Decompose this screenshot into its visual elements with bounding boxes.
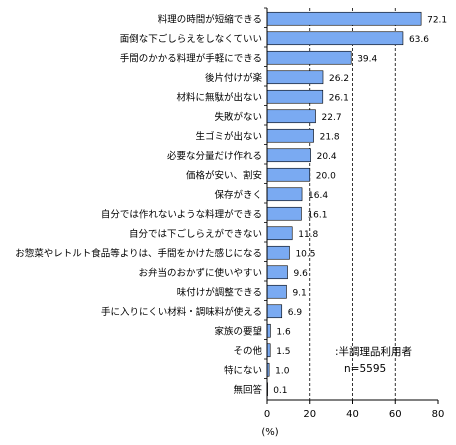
category-label-19: 無回答	[233, 384, 262, 396]
category-label-16: 家族の要望	[214, 325, 262, 337]
bar-10	[266, 206, 302, 221]
value-label-7: 20.4	[317, 152, 337, 162]
category-label-8: 価格が安い、割安	[186, 169, 262, 181]
category-label-1: 面倒な下ごしらえをしなくていい	[120, 33, 262, 45]
category-label-17: その他	[233, 345, 262, 357]
note-line-1: :半調理品利用者	[335, 345, 412, 358]
value-label-19: 0.1	[273, 386, 287, 396]
value-label-3: 26.2	[329, 74, 349, 84]
bar-2	[266, 50, 352, 65]
value-label-18: 1.0	[275, 366, 290, 376]
note-line-2: n=5595	[344, 363, 386, 375]
category-label-11: 自分では下ごしらえができない	[129, 228, 262, 240]
x-tick-label-0: 0	[264, 409, 270, 420]
value-labels: 72.1 63.6 39.4 26.2 26.1 22.7 21.8 20.4 20.0 16.4…	[273, 15, 447, 396]
value-label-9: 16.4	[308, 191, 328, 201]
value-label-1: 63.6	[409, 35, 429, 45]
category-label-4: 材料に無駄が出ない	[176, 91, 262, 103]
category-labels: 料理の時間が短縮できる面倒な下ごしらえをしなくていい手間のかかる料理が手軽にでき…	[15, 13, 262, 396]
category-label-5: 失敗がない	[214, 111, 262, 123]
value-label-8: 20.0	[316, 171, 336, 181]
value-label-0: 72.1	[427, 15, 447, 25]
value-label-15: 6.9	[288, 308, 303, 318]
category-label-9: 保存がきく	[214, 189, 262, 201]
category-label-10: 自分では作れないような料理ができる	[101, 208, 262, 220]
bar-9	[266, 187, 303, 202]
bar-15	[266, 304, 283, 319]
x-axis	[264, 7, 439, 404]
bar-5	[266, 109, 316, 124]
bar-11	[266, 226, 293, 241]
value-label-12: 10.5	[295, 249, 315, 259]
value-label-6: 21.8	[320, 132, 340, 142]
x-tick-label-20: 20	[303, 409, 316, 420]
category-label-14: 味付けが調整できる	[177, 286, 262, 298]
bar-16	[266, 323, 271, 338]
value-label-13: 9.6	[294, 269, 309, 279]
bar-0	[266, 11, 422, 26]
sample-note: :半調理品利用者 n=5595	[335, 345, 412, 375]
category-label-7: 必要な分量だけ作れる	[167, 150, 262, 162]
value-label-14: 9.1	[292, 288, 306, 298]
value-label-11: 11.8	[298, 230, 318, 240]
bar-13	[266, 265, 288, 280]
category-label-0: 料理の時間が短縮できる	[158, 13, 262, 25]
category-label-12: お惣菜やレトルト食品等よりは、手間をかけた感じになる	[15, 247, 262, 259]
category-label-2: 手間のかかる料理が手軽にできる	[120, 52, 262, 64]
x-tick-label-40: 40	[346, 409, 359, 420]
grid-lines	[309, 8, 396, 400]
bar-3	[266, 70, 324, 85]
x-tick-label-60: 60	[389, 409, 402, 420]
value-label-4: 26.1	[329, 93, 349, 103]
bars	[266, 11, 422, 397]
x-tick-labels: 0 20 40 60 80	[264, 409, 445, 420]
value-label-17: 1.5	[276, 347, 290, 357]
bar-1	[266, 31, 404, 46]
value-label-5: 22.7	[322, 113, 342, 123]
value-label-16: 1.6	[276, 327, 291, 337]
bar-14	[266, 284, 287, 299]
bar-8	[266, 167, 311, 182]
category-label-3: 後片付けが楽	[205, 72, 263, 84]
value-label-10: 16.1	[307, 210, 327, 220]
bar-7	[266, 148, 311, 163]
bar-4	[266, 89, 324, 104]
category-label-18: 特にない	[224, 364, 262, 376]
x-axis-unit-label: (%)	[261, 427, 278, 438]
bar-6	[266, 128, 314, 143]
value-label-2: 39.4	[357, 54, 377, 64]
x-tick-label-80: 80	[432, 409, 445, 420]
bar-12	[266, 245, 290, 260]
category-label-13: お弁当のおかずに使いやすい	[138, 267, 262, 279]
category-label-15: 手に入りにくい材料・調味料が使える	[101, 306, 262, 318]
category-label-6: 生ゴミが出ない	[195, 130, 262, 142]
